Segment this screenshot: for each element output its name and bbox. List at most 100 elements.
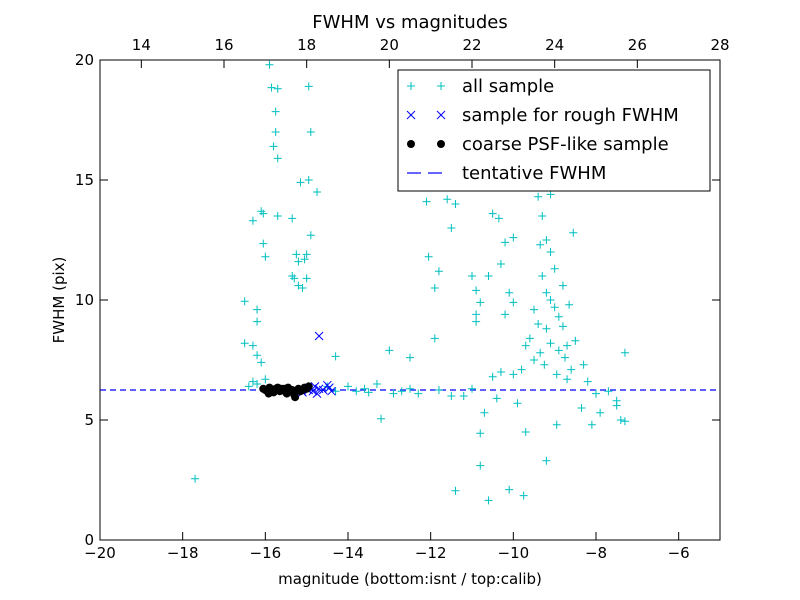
point-all-sample <box>592 389 600 398</box>
point-all-sample <box>261 252 270 261</box>
point-all-sample <box>604 387 613 396</box>
point-all-sample <box>459 392 468 400</box>
point-all-sample <box>550 264 559 273</box>
point-all-sample <box>476 429 485 438</box>
x-tick-label: −16 <box>250 544 282 562</box>
point-rough-sample <box>327 386 336 396</box>
point-psf-sample <box>270 387 279 396</box>
point-all-sample <box>344 382 352 391</box>
point-all-sample <box>253 351 262 360</box>
point-all-sample <box>265 60 274 69</box>
point-all-sample <box>571 336 580 345</box>
top-x-tick-label: 20 <box>380 36 399 54</box>
point-all-sample <box>406 384 414 393</box>
legend-label-all-sample: all sample <box>462 76 554 97</box>
point-psf-sample <box>291 393 300 402</box>
point-all-sample <box>519 491 528 500</box>
point-all-sample <box>434 267 443 276</box>
point-all-sample <box>530 305 538 314</box>
point-all-sample <box>313 188 321 196</box>
point-all-sample <box>550 303 559 312</box>
point-all-sample <box>397 387 406 396</box>
point-all-sample <box>501 310 510 319</box>
plot-marks <box>100 60 720 505</box>
point-all-sample <box>414 389 423 398</box>
point-all-sample <box>554 346 563 355</box>
point-all-sample <box>331 352 340 361</box>
point-all-sample <box>292 250 301 259</box>
point-all-sample <box>563 341 572 350</box>
point-all-sample <box>509 298 518 307</box>
point-all-sample <box>546 190 555 199</box>
point-all-sample <box>505 288 514 297</box>
point-all-sample <box>296 178 305 187</box>
point-psf-sample <box>277 384 286 393</box>
point-all-sample <box>616 416 625 424</box>
point-all-sample <box>257 358 266 367</box>
point-all-sample <box>271 128 280 136</box>
point-all-sample <box>476 461 485 470</box>
point-all-sample <box>248 216 257 225</box>
point-all-sample <box>191 474 200 483</box>
point-all-sample <box>563 375 572 384</box>
point-all-sample <box>517 365 526 374</box>
point-all-sample <box>494 214 503 223</box>
point-all-sample <box>569 228 578 237</box>
series-2 <box>259 382 313 402</box>
point-all-sample <box>304 176 313 184</box>
point-all-sample <box>302 250 311 259</box>
point-all-sample <box>273 212 282 220</box>
top-x-tick-label: 16 <box>214 36 233 54</box>
point-all-sample <box>496 260 505 268</box>
point-all-sample <box>540 360 549 369</box>
point-all-sample <box>513 399 522 408</box>
point-all-sample <box>492 394 501 403</box>
point-all-sample <box>472 310 481 319</box>
point-all-sample <box>538 272 547 280</box>
point-all-sample <box>422 197 431 206</box>
legend-entry-psf-sample: coarse PSF-like sample <box>407 134 669 155</box>
point-all-sample <box>290 274 299 283</box>
point-all-sample <box>472 286 481 295</box>
point-rough-sample <box>310 382 320 391</box>
point-all-sample <box>306 231 315 240</box>
top-x-tick-label: 26 <box>628 36 647 54</box>
point-all-sample <box>525 334 534 343</box>
point-all-sample <box>248 377 257 386</box>
y-tick-label: 20 <box>75 51 94 69</box>
point-all-sample <box>253 305 262 314</box>
point-all-sample <box>561 353 569 362</box>
y-axis: 0 5 10 15 20 <box>75 51 720 549</box>
point-all-sample <box>612 401 621 410</box>
x-tick-label: −18 <box>167 544 199 562</box>
point-all-sample <box>567 365 576 374</box>
top-x-axis: 14 16 18 20 22 24 26 28 <box>132 36 730 68</box>
top-x-tick-label: 14 <box>132 36 151 54</box>
point-all-sample <box>360 384 369 393</box>
point-all-sample <box>488 372 497 381</box>
point-all-sample <box>443 195 452 204</box>
point-all-sample <box>269 142 278 151</box>
point-all-sample <box>352 387 361 396</box>
point-all-sample <box>294 257 303 266</box>
top-x-tick-label: 18 <box>297 36 316 54</box>
point-all-sample <box>480 408 489 417</box>
point-all-sample <box>472 317 481 326</box>
point-all-sample <box>538 212 547 220</box>
x-axis-label: magnitude (bottom:isnt / top:calib) <box>278 570 542 588</box>
point-all-sample <box>300 255 309 264</box>
y-tick-label: 5 <box>84 411 94 429</box>
point-all-sample <box>521 428 530 436</box>
point-all-sample <box>385 346 394 355</box>
point-all-sample <box>530 356 538 364</box>
point-all-sample <box>447 392 456 400</box>
point-all-sample <box>505 485 514 494</box>
series-0 <box>191 60 629 505</box>
x-tick-label: −6 <box>668 544 690 562</box>
point-all-sample <box>542 288 551 297</box>
top-x-tick-label: 24 <box>545 36 564 54</box>
point-all-sample <box>430 334 439 343</box>
point-all-sample <box>253 380 262 388</box>
point-all-sample <box>451 200 460 208</box>
point-all-sample <box>434 386 443 394</box>
